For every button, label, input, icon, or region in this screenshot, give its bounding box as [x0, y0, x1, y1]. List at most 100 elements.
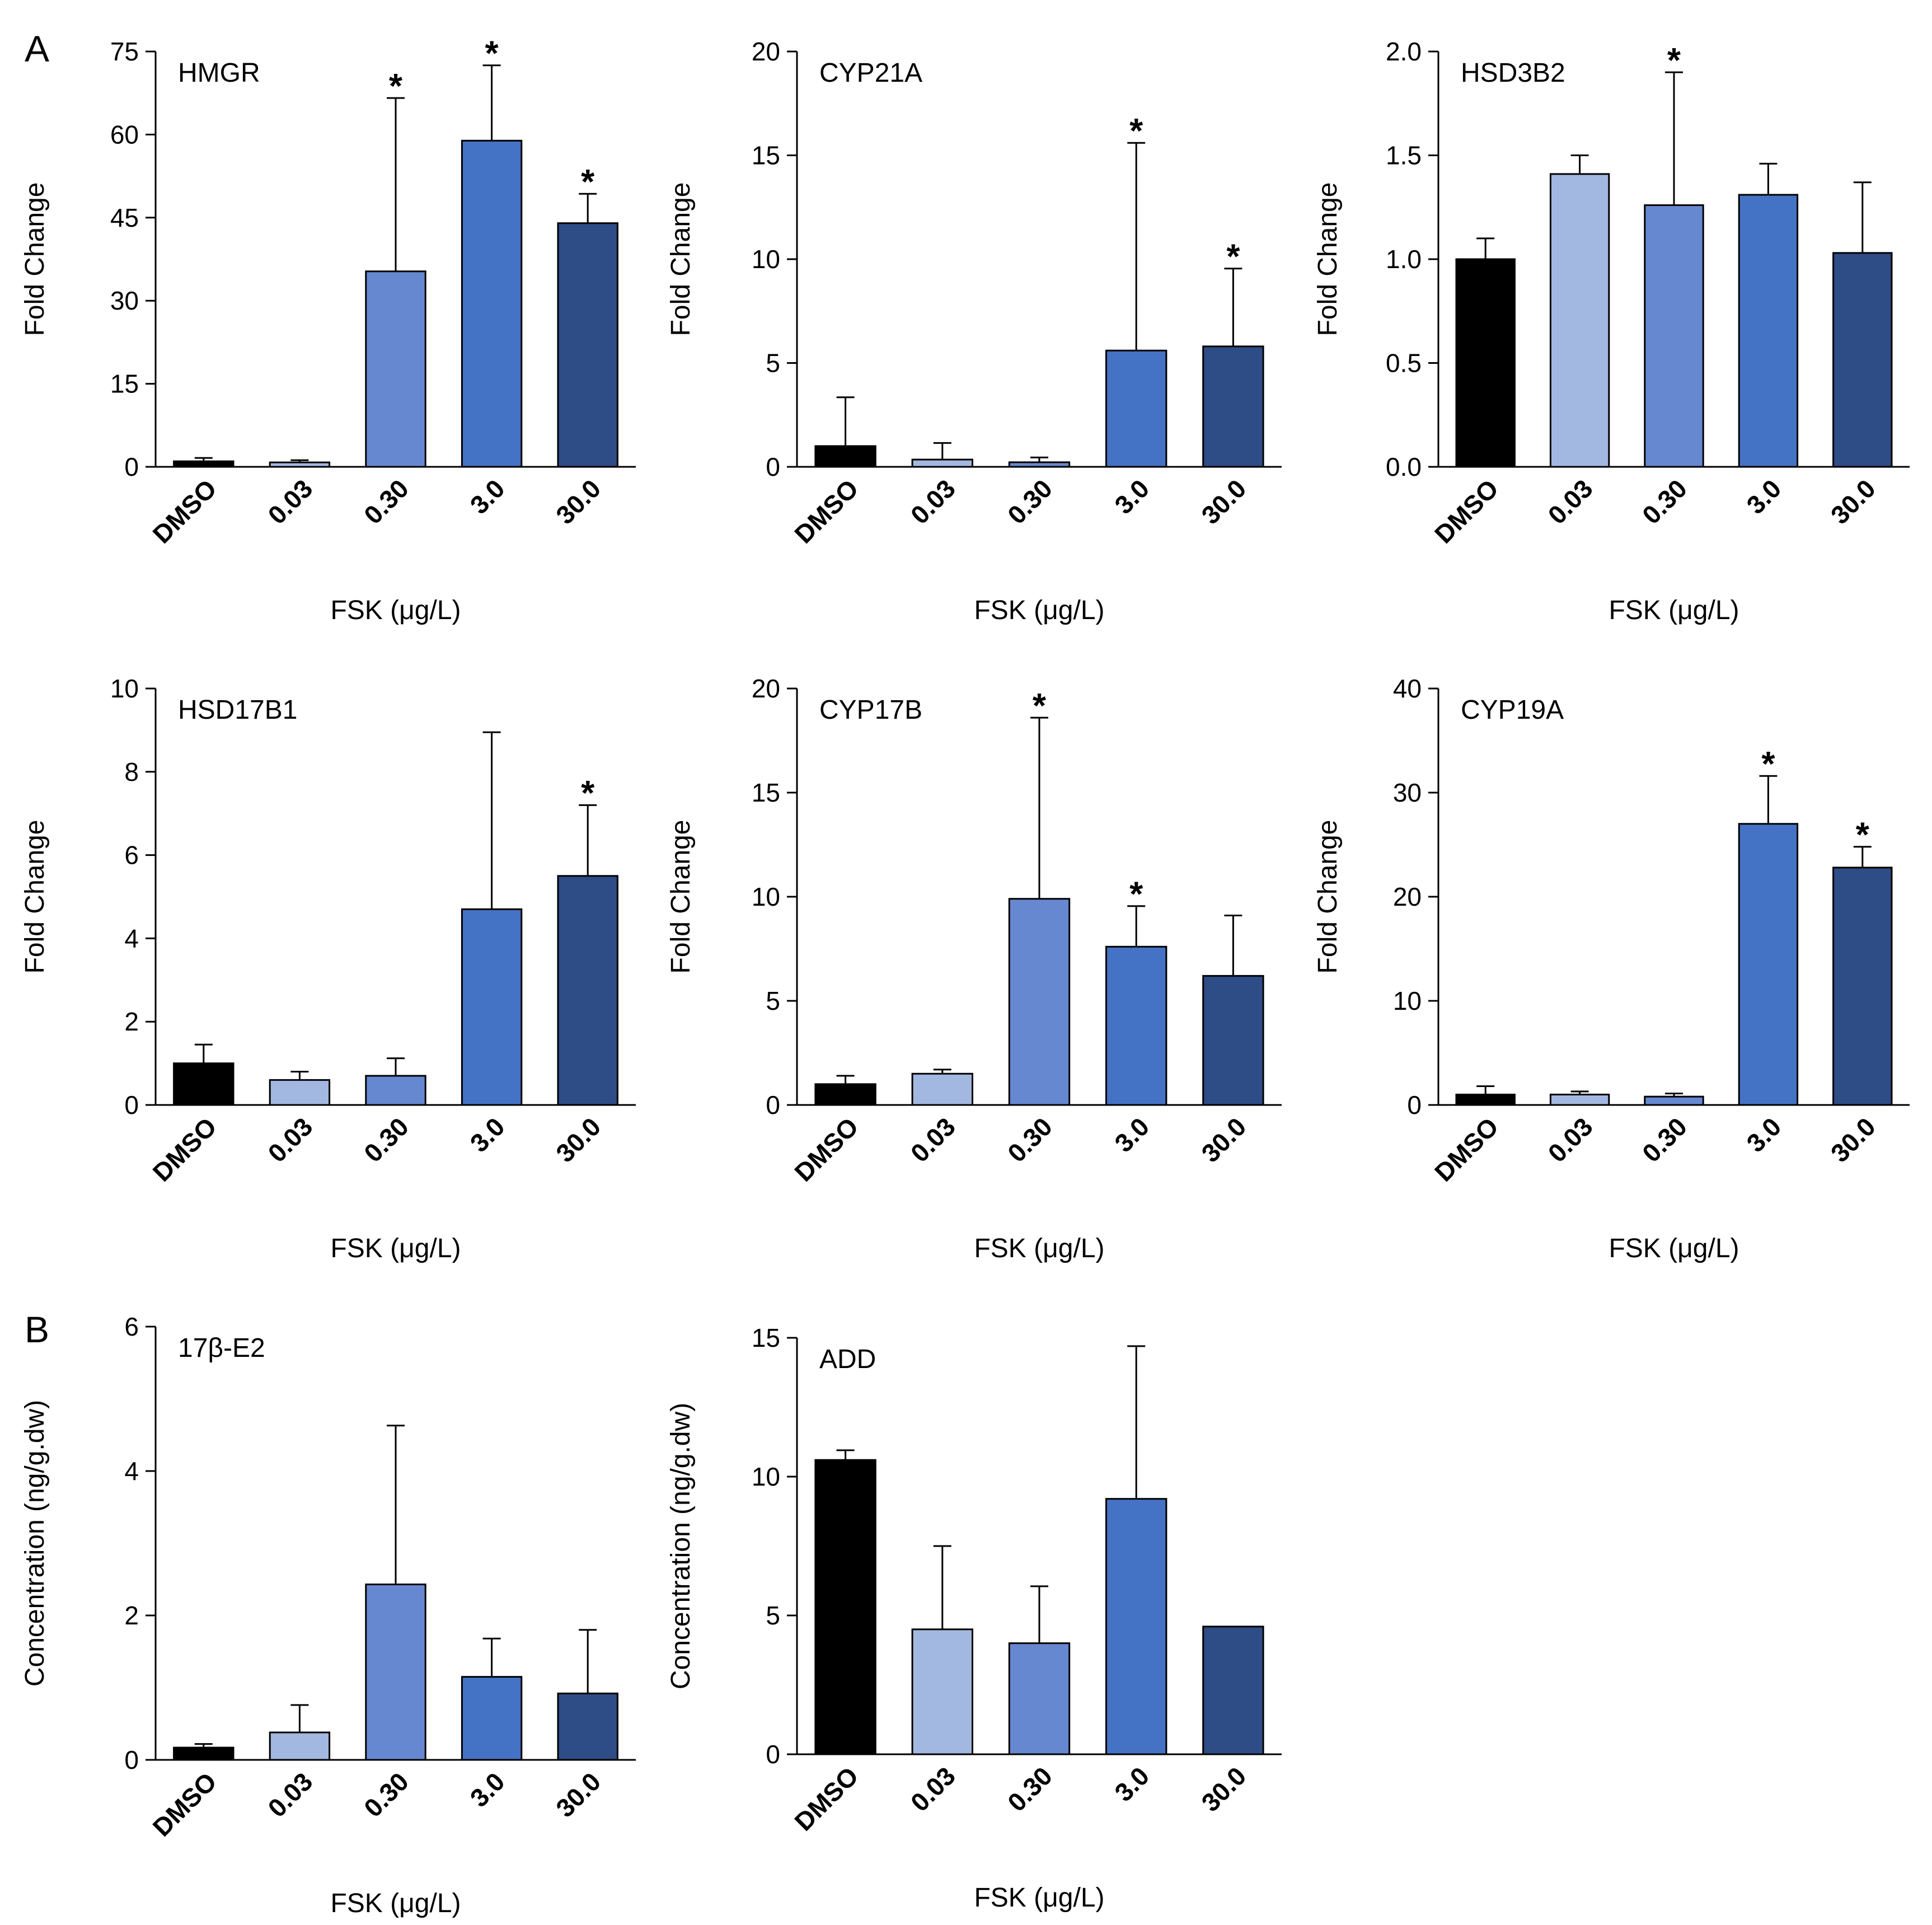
- y-tick-label: 20: [752, 37, 780, 66]
- y-axis-title: Fold Change: [20, 182, 50, 336]
- y-axis-title: Fold Change: [1313, 820, 1343, 974]
- x-axis-title: FSK (μg/L): [330, 596, 461, 625]
- y-tick-label: 0.0: [1386, 452, 1422, 481]
- bar-0-30: [1008, 1642, 1071, 1755]
- y-tick-label: 2: [124, 1601, 139, 1630]
- significance-star: *: [1033, 687, 1047, 725]
- x-tick-label: 0.03: [262, 1767, 318, 1823]
- significance-star: *: [1667, 41, 1681, 80]
- x-tick-label: 3.0: [465, 1767, 510, 1812]
- bar-3-0: [1738, 194, 1799, 468]
- x-tick-label: 0.03: [1542, 474, 1598, 530]
- y-axis-title: Fold Change: [20, 820, 50, 974]
- significance-star: *: [581, 774, 595, 813]
- bar-dmso: [1455, 258, 1516, 468]
- bar-dmso: [1455, 1093, 1516, 1106]
- significance-star: *: [1129, 112, 1143, 151]
- bar-0-03: [1549, 1093, 1610, 1106]
- bar-30-0: [1832, 867, 1893, 1106]
- y-tick-label: 2.0: [1386, 37, 1422, 66]
- y-tick-label: 1.5: [1386, 141, 1422, 170]
- y-tick-label: 15: [752, 141, 780, 170]
- bar-3-0: [1105, 945, 1167, 1106]
- y-tick-label: 75: [110, 37, 139, 66]
- x-tick-label: 0.30: [1636, 1112, 1692, 1168]
- x-axis-title: FSK (μg/L): [330, 1234, 461, 1263]
- x-tick-label: DMSO: [147, 1767, 222, 1842]
- x-tick-label: 0.03: [905, 474, 961, 530]
- x-axis-title: FSK (μg/L): [330, 1889, 461, 1918]
- bar-30-0: [1202, 1626, 1264, 1755]
- x-tick-label: DMSO: [147, 474, 222, 549]
- y-tick-label: 6: [124, 1312, 139, 1341]
- y-tick-label: 0: [1407, 1090, 1422, 1120]
- bar-dmso: [814, 445, 876, 468]
- x-tick-label: 3.0: [1109, 1112, 1155, 1158]
- y-axis-title: Concentration (ng/g.dw): [666, 1403, 696, 1689]
- x-tick-label: 30.0: [1195, 1112, 1251, 1168]
- y-axis-title: Fold Change: [666, 182, 696, 336]
- y-tick-label: 10: [752, 1462, 780, 1491]
- chart-hsd3b2: 0.0 0.5 1.0 1.5 2.0 DMSO 0.03 * 0.30 3.0 30.0 HSD3B…: [1313, 37, 1910, 625]
- chart-title: HSD3B2: [1461, 58, 1565, 88]
- chart-hmgr: 0 15 30 45 60 75 DMSO 0.03 * 0.30 * 3.0 * 30.0 HMGR FSK…: [20, 34, 636, 625]
- y-axis-title: Fold Change: [666, 820, 696, 974]
- significance-star: *: [1761, 745, 1775, 784]
- x-tick-label: DMSO: [1429, 474, 1504, 549]
- y-tick-label: 0: [124, 1090, 139, 1120]
- chart-cyp19a: 0 10 20 30 40 DMSO 0.03 0.30 * 3.0 * 30.0 CYP19A FSK …: [1313, 674, 1910, 1263]
- bar-0-03: [911, 1072, 973, 1106]
- x-tick-label: 30.0: [1825, 1112, 1881, 1168]
- x-tick-label: 3.0: [465, 1112, 510, 1158]
- chart-add: 0 5 10 15 DMSO 0.03 0.30 3.0 30.0 ADD FSK (μg/L) Co…: [666, 1323, 1282, 1913]
- chart-title: CYP17B: [819, 695, 922, 725]
- bar-0-03: [1549, 173, 1610, 468]
- x-tick-label: 30.0: [1825, 474, 1881, 530]
- chart-title: CYP21A: [819, 58, 922, 88]
- x-tick-label: 0.30: [1002, 1112, 1058, 1168]
- y-tick-label: 10: [752, 882, 780, 911]
- bar-30-0: [557, 222, 618, 468]
- bar-0-03: [269, 1079, 331, 1106]
- y-tick-label: 0: [124, 1745, 139, 1774]
- x-tick-label: 0.30: [1002, 474, 1058, 530]
- y-tick-label: 40: [1393, 674, 1422, 703]
- y-axis-title: Concentration (ng/g.dw): [20, 1400, 50, 1687]
- y-tick-label: 15: [110, 369, 139, 399]
- y-tick-label: 10: [110, 674, 139, 703]
- x-axis-title: FSK (μg/L): [974, 1234, 1104, 1263]
- y-tick-label: 60: [110, 120, 139, 149]
- x-tick-label: 30.0: [550, 474, 606, 530]
- chart-title: HSD17B1: [178, 695, 297, 725]
- x-tick-label: 0.03: [905, 1112, 961, 1168]
- y-tick-label: 45: [110, 203, 139, 232]
- y-axis-title: Fold Change: [1313, 182, 1343, 336]
- bar-dmso: [173, 1746, 235, 1761]
- y-tick-label: 4: [124, 924, 139, 953]
- bar-30-0: [1832, 252, 1893, 468]
- bar-3-0: [461, 908, 523, 1106]
- x-tick-label: 0.30: [358, 1112, 414, 1168]
- x-tick-label: 0.03: [262, 1112, 318, 1168]
- y-tick-label: 10: [752, 245, 780, 274]
- bar-30-0: [1202, 975, 1264, 1106]
- x-tick-label: 3.0: [1109, 474, 1155, 519]
- panel-label-b: B: [25, 1309, 49, 1350]
- x-axis-title: FSK (μg/L): [974, 1883, 1104, 1913]
- bar-3-0: [1738, 823, 1799, 1106]
- y-tick-label: 0: [124, 452, 139, 481]
- y-tick-label: 15: [752, 1323, 780, 1352]
- x-tick-label: 0.30: [358, 474, 414, 530]
- bar-0-03: [269, 1731, 331, 1761]
- y-tick-label: 30: [110, 286, 139, 315]
- x-tick-label: 3.0: [1741, 1112, 1786, 1158]
- bar-0-30: [365, 1075, 426, 1106]
- bar-0-30: [365, 270, 426, 468]
- y-tick-label: 2: [124, 1007, 139, 1036]
- bar-0-03: [911, 1628, 973, 1755]
- significance-star: *: [1226, 237, 1240, 276]
- x-tick-label: 3.0: [1741, 474, 1786, 519]
- x-tick-label: 3.0: [1109, 1761, 1155, 1807]
- x-tick-label: DMSO: [789, 474, 864, 549]
